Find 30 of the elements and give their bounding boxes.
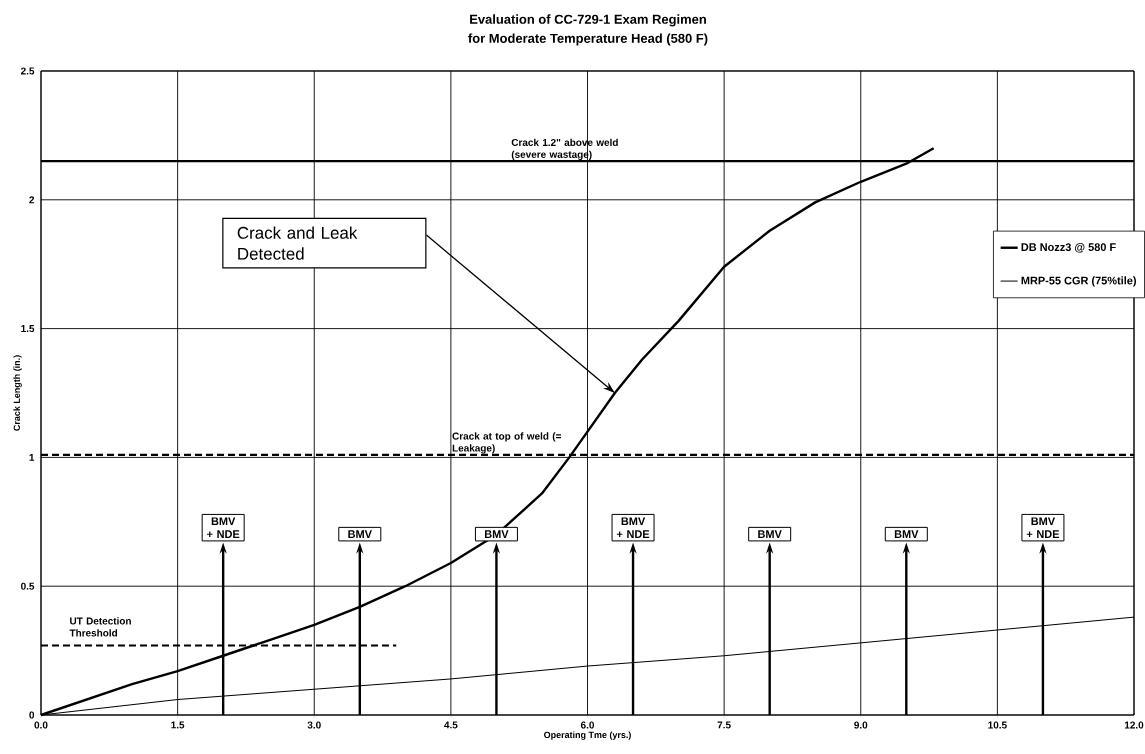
x-tick-label: 3.0 <box>307 721 321 729</box>
y-tick-label: 2.5 <box>20 67 35 75</box>
annotation: BMV + NDE <box>1026 517 1060 538</box>
annotation: UT Detection Threshold <box>69 617 131 637</box>
annotation: Crack and Leak Detected <box>237 226 358 260</box>
y-axis-title: Crack Length (in.) <box>13 355 22 431</box>
legend-label: DB Nozz3 @ 580 F <box>1021 243 1116 253</box>
y-tick-label: 0.5 <box>21 582 35 590</box>
annotation: BMV <box>894 530 919 538</box>
legend-label: MRP-55 CGR (75%tile) <box>1021 276 1136 287</box>
annotation: BMV + NDE <box>207 517 240 538</box>
annotation: BMV <box>758 530 782 538</box>
annotation: BMV <box>348 530 372 538</box>
y-tick-label: 0 <box>29 711 35 719</box>
y-tick-label: 2 <box>29 196 35 204</box>
x-tick-label: 1.5 <box>171 721 185 729</box>
x-tick-label: 7.5 <box>717 721 731 729</box>
x-tick-label: 0.0 <box>34 721 48 729</box>
y-tick-label: 1.5 <box>21 325 35 333</box>
x-tick-label: 6.0 <box>580 721 595 729</box>
annotation: BMV + NDE <box>616 517 650 538</box>
x-tick-label: 12.0 <box>1124 721 1144 729</box>
chart-title: Evaluation of CC-729-1 Exam Regimen <box>470 14 706 27</box>
x-tick-label: 9.0 <box>854 721 868 729</box>
chart-subtitle: for Moderate Temperature Head (580 F) <box>468 33 708 46</box>
y-tick-label: 1 <box>29 453 35 461</box>
ref-line-label: Crack at top of weld (= Leakage) <box>452 432 561 454</box>
x-tick-label: 4.5 <box>444 721 458 729</box>
x-tick-label: 10.5 <box>988 721 1007 729</box>
x-axis-title: Operating Tme (yrs.) <box>544 731 631 740</box>
